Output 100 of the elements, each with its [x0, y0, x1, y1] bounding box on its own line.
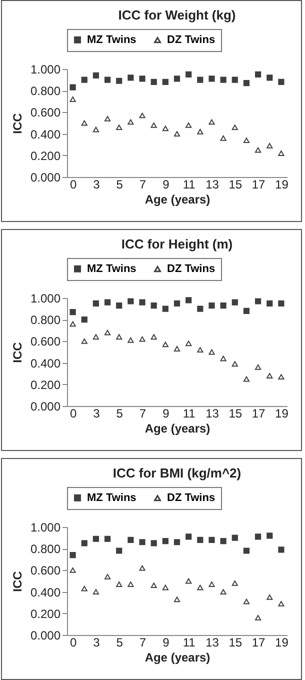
point	[208, 582, 215, 587]
legend-label: MZ Twins	[87, 262, 136, 275]
point	[266, 532, 273, 539]
point	[116, 124, 122, 130]
y-tick-label: 0.000	[30, 628, 61, 642]
point	[70, 96, 76, 102]
point	[197, 76, 204, 83]
y-tick-label: 1.000	[30, 520, 61, 534]
point	[220, 538, 226, 544]
x-tick-label: 19	[275, 178, 289, 192]
y-tick-label: 0.400	[30, 356, 61, 370]
point	[139, 76, 146, 82]
x-tick-label: 5	[116, 178, 124, 192]
point	[162, 584, 168, 590]
point	[197, 536, 204, 544]
y-axis-title: ICC	[10, 570, 24, 592]
x-tick-label: 9	[162, 406, 170, 420]
point	[197, 306, 204, 312]
y-axis-title: ICC	[10, 342, 24, 363]
point	[197, 584, 204, 590]
point	[243, 376, 250, 382]
point	[150, 540, 157, 546]
y-tick-label: 0.800	[30, 542, 61, 556]
point	[104, 574, 111, 580]
point	[139, 539, 146, 546]
point	[186, 340, 192, 346]
point	[92, 300, 99, 306]
point	[255, 298, 262, 304]
chart-title: ICC for Height (m)	[121, 236, 233, 252]
point	[186, 122, 192, 128]
point	[139, 299, 146, 306]
point	[70, 321, 76, 327]
legend-label: MZ Twins	[87, 34, 136, 46]
x-tick-label: 11	[182, 406, 196, 420]
point	[81, 540, 88, 546]
point	[197, 347, 204, 353]
point	[116, 302, 122, 309]
x-tick-label: 17	[252, 406, 266, 420]
point	[104, 330, 111, 336]
point	[278, 78, 284, 86]
point	[92, 536, 99, 542]
point	[92, 334, 99, 340]
point	[139, 565, 146, 571]
point	[255, 71, 262, 78]
point	[208, 119, 215, 125]
point	[70, 308, 76, 316]
y-tick-label: 1.000	[30, 292, 61, 306]
y-tick-label: 0.200	[30, 148, 61, 163]
x-tick-label: 5	[116, 406, 124, 420]
point	[266, 594, 273, 600]
y-tick-label: 0.400	[30, 127, 61, 142]
point	[104, 76, 111, 83]
point	[81, 338, 88, 344]
point	[186, 71, 192, 78]
point	[243, 80, 250, 86]
point	[150, 302, 157, 309]
point	[70, 84, 76, 90]
point	[243, 598, 250, 604]
point	[208, 76, 215, 82]
point	[116, 334, 122, 340]
point	[92, 126, 99, 132]
point	[162, 126, 168, 132]
point	[150, 334, 157, 340]
point	[81, 120, 88, 126]
point	[278, 600, 284, 606]
point	[255, 147, 262, 153]
point	[70, 567, 76, 573]
point	[278, 300, 284, 306]
point	[232, 361, 238, 367]
y-tick-label: 0.000	[30, 400, 61, 414]
point	[278, 546, 284, 553]
x-tick-label: 19	[275, 406, 289, 420]
x-tick-label: 13	[206, 636, 220, 650]
point	[81, 316, 88, 323]
x-tick-label: 7	[139, 636, 146, 650]
point	[150, 122, 157, 128]
point	[220, 356, 226, 362]
point	[92, 589, 99, 595]
point	[104, 116, 111, 122]
point	[174, 539, 180, 546]
point	[208, 302, 215, 309]
legend-label: DZ Twins	[167, 263, 216, 276]
x-tick-label: 9	[162, 178, 170, 192]
point	[174, 346, 180, 352]
point	[278, 150, 284, 156]
x-tick-label: 13	[206, 178, 220, 192]
y-tick-label: 0.600	[30, 564, 61, 578]
x-axis-title: Age (years)	[144, 192, 210, 206]
point	[266, 142, 273, 148]
point	[197, 128, 204, 134]
point	[81, 76, 88, 83]
x-tick-label: 19	[275, 636, 289, 650]
point	[139, 112, 146, 118]
point	[220, 302, 226, 309]
y-tick-label: 0.600	[30, 106, 61, 120]
point	[92, 72, 99, 79]
point	[128, 582, 134, 587]
point	[150, 582, 157, 588]
point	[162, 306, 168, 312]
y-axis-title: ICC	[10, 112, 24, 134]
